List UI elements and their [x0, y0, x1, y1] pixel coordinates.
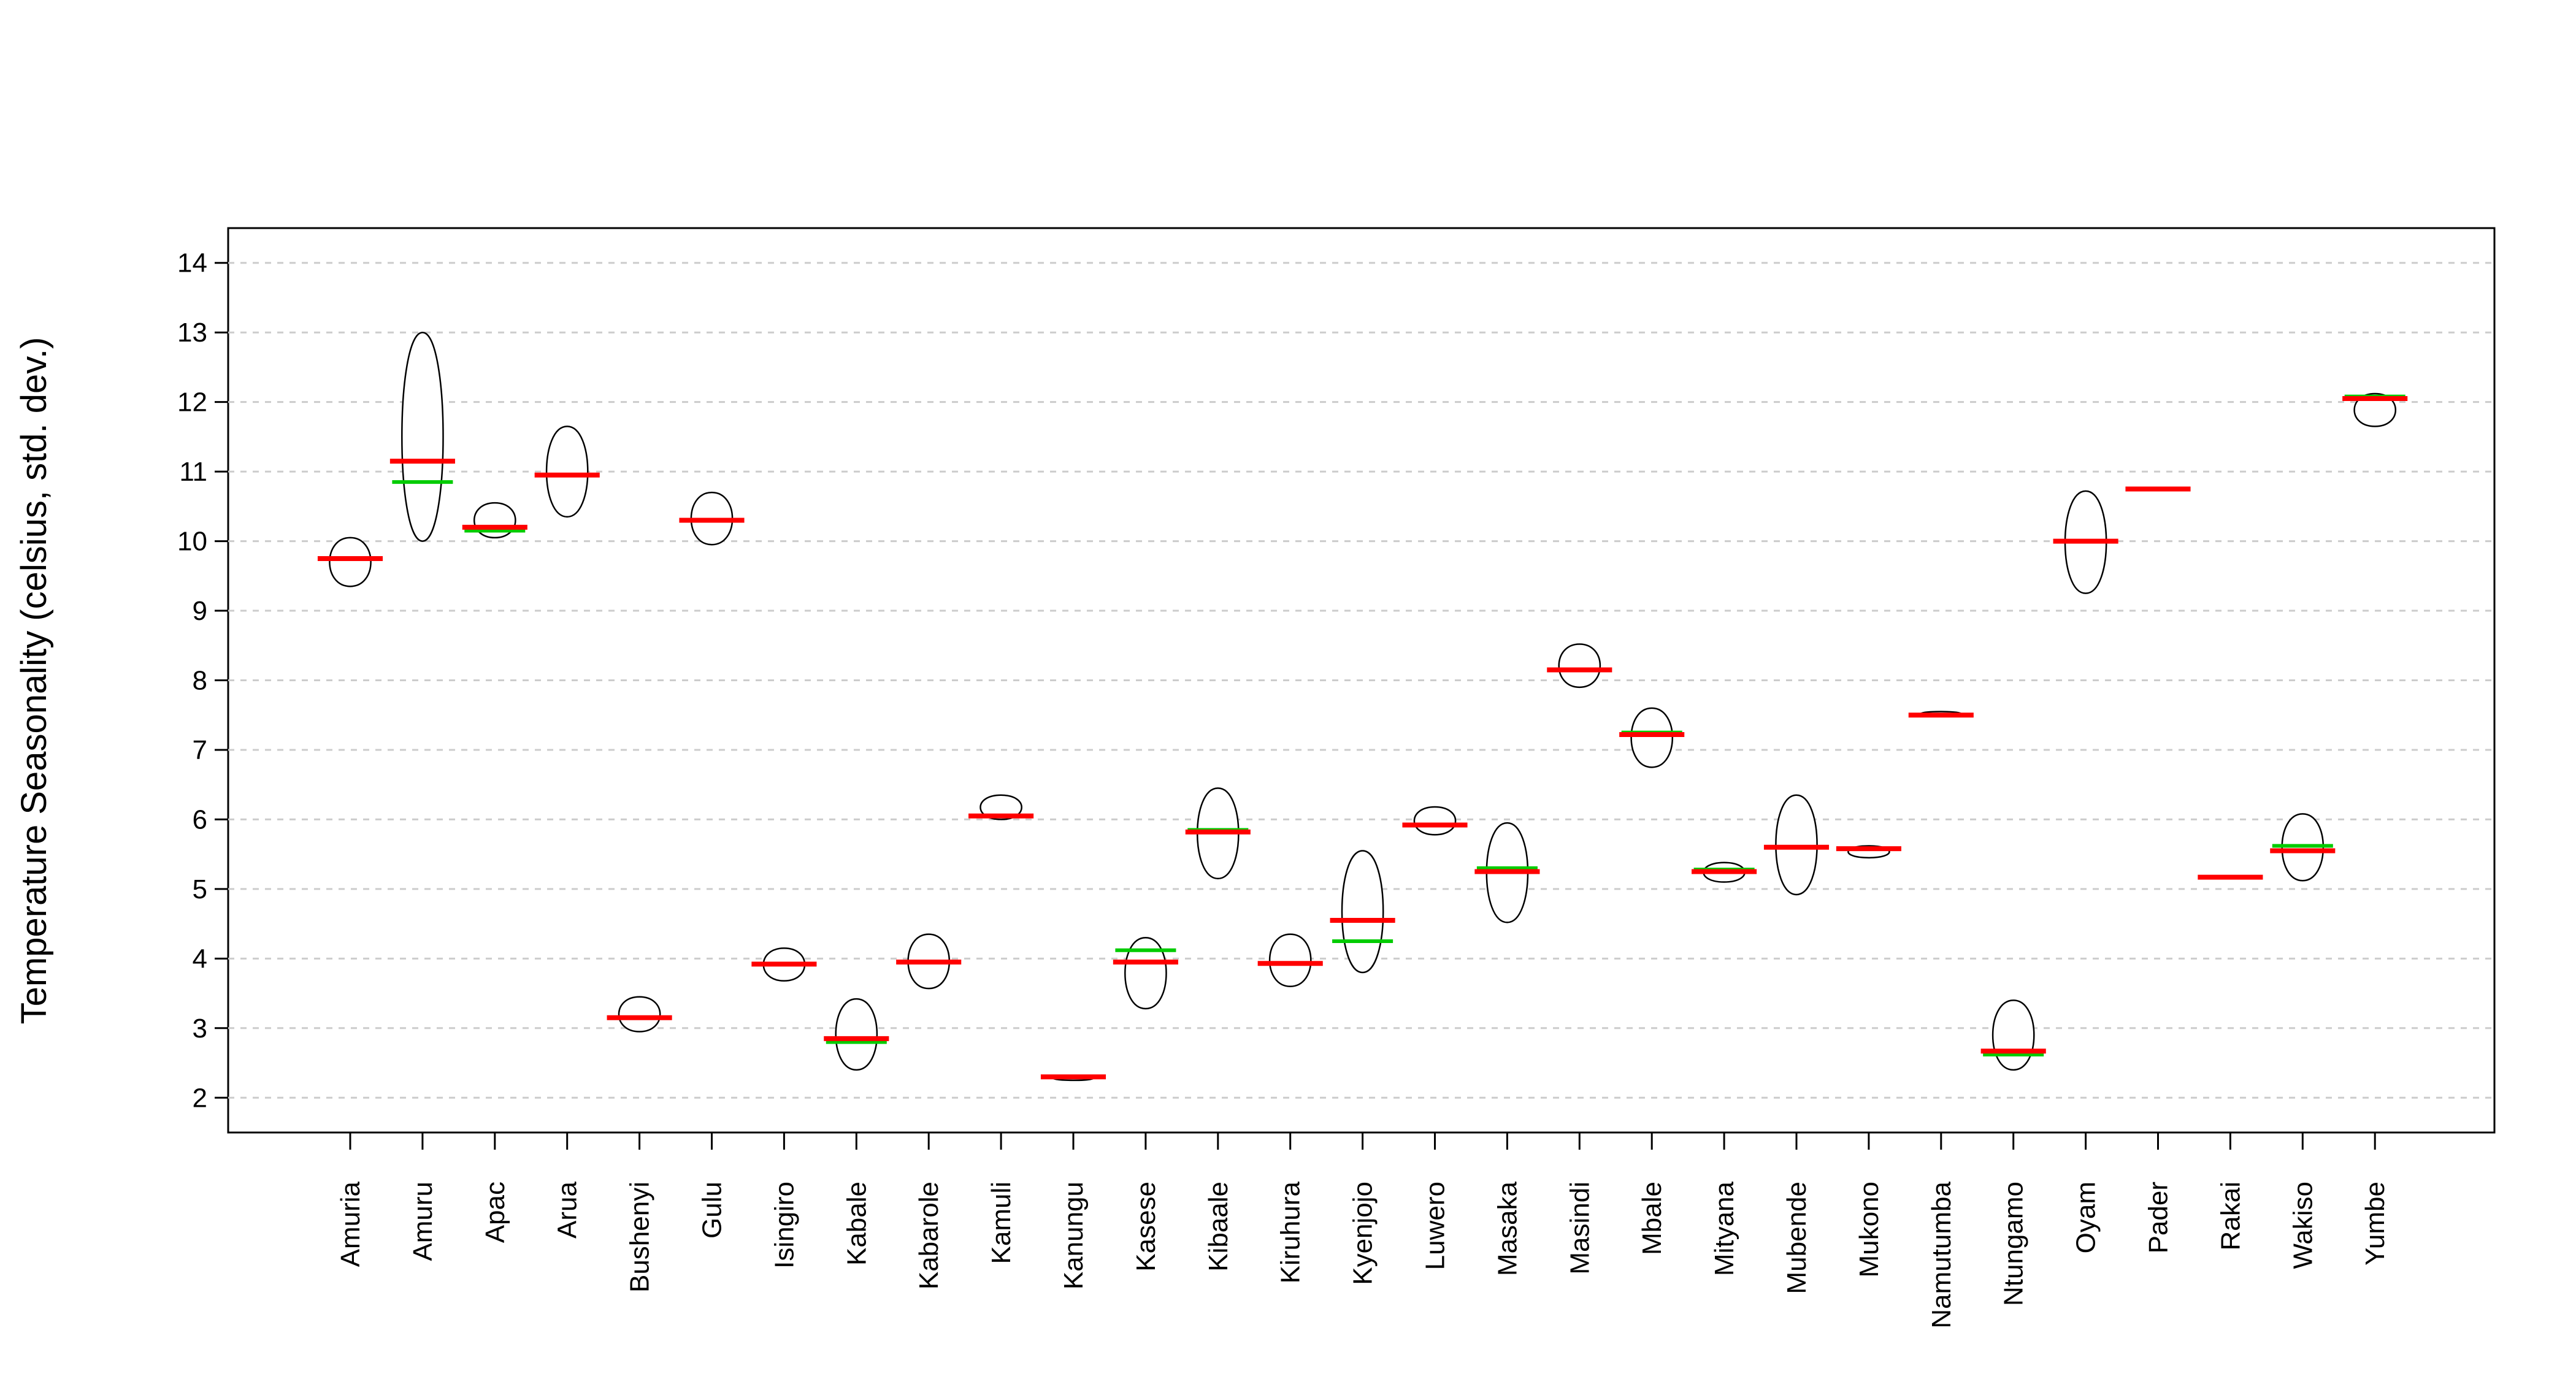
bean [2353, 392, 2397, 427]
bean [1124, 937, 1167, 1010]
bean [329, 537, 372, 587]
y-tick-label: 13 [177, 318, 207, 348]
y-tick-label: 14 [177, 248, 207, 278]
y-tick-label: 5 [193, 874, 207, 904]
x-tick-label: Yumbe [2360, 1182, 2390, 1266]
x-tick-label: Apac [480, 1182, 510, 1243]
x-tick-label: Kiruhura [1276, 1181, 1306, 1283]
x-tick-label: Namutumba [1926, 1181, 1957, 1328]
x-tick-label: Mubende [1782, 1182, 1812, 1294]
x-tick-label: Amuria [335, 1181, 366, 1267]
x-tick-label: Kyenjojo [1348, 1182, 1378, 1285]
x-tick-label: Luwero [1420, 1182, 1451, 1270]
bean [1341, 850, 1384, 974]
bean [979, 794, 1022, 820]
y-tick-label: 7 [193, 735, 207, 765]
x-tick-label: Masaka [1492, 1181, 1522, 1276]
y-tick-label: 12 [177, 388, 207, 418]
x-tick-label: Amuru [408, 1182, 438, 1261]
x-tick-label: Pader [2144, 1182, 2174, 1253]
x-tick-label: Ntungamo [1999, 1182, 2029, 1306]
bean [835, 998, 878, 1071]
y-tick-label: 8 [193, 666, 207, 696]
y-tick-label: 3 [193, 1014, 207, 1044]
y-tick-label: 11 [179, 457, 207, 487]
x-tick-label: Arua [553, 1181, 583, 1238]
x-tick-label: Bushenyi [625, 1182, 655, 1293]
x-tick-label: Kibaale [1203, 1182, 1233, 1272]
bean [1991, 999, 2035, 1071]
bean [1268, 933, 1312, 987]
x-tick-label: Oyam [2071, 1182, 2101, 1253]
x-tick-label: Kamuli [986, 1182, 1016, 1264]
x-tick-label: Kasese [1131, 1182, 1161, 1272]
y-tick-label: 2 [193, 1083, 207, 1113]
y-axis-label: Temperature Seasonality (celsius, std. d… [14, 337, 54, 1025]
x-tick-label: Rakai [2215, 1182, 2245, 1251]
x-tick-label: Kabale [841, 1182, 872, 1266]
bean [1558, 643, 1601, 689]
bean [401, 331, 444, 542]
y-tick-label: 9 [193, 596, 207, 626]
x-tick-label: Mbale [1637, 1182, 1667, 1255]
y-tick-label: 4 [193, 944, 207, 974]
x-tick-label: Gulu [697, 1182, 727, 1239]
x-tick-label: Masindi [1565, 1182, 1595, 1275]
x-tick-label: Mityana [1709, 1181, 1739, 1276]
y-tick-label: 6 [193, 804, 207, 835]
bean [1630, 707, 1674, 768]
bean [1413, 806, 1457, 836]
x-tick-label: Kabarole [914, 1182, 944, 1289]
x-tick-label: Wakiso [2288, 1182, 2318, 1269]
x-tick-label: Kanungu [1059, 1182, 1089, 1289]
bean [545, 426, 589, 518]
x-tick-label: Mukono [1854, 1182, 1884, 1278]
bean [618, 996, 661, 1033]
y-tick-label: 10 [177, 527, 207, 557]
x-tick-label: Isingiro [769, 1182, 799, 1269]
